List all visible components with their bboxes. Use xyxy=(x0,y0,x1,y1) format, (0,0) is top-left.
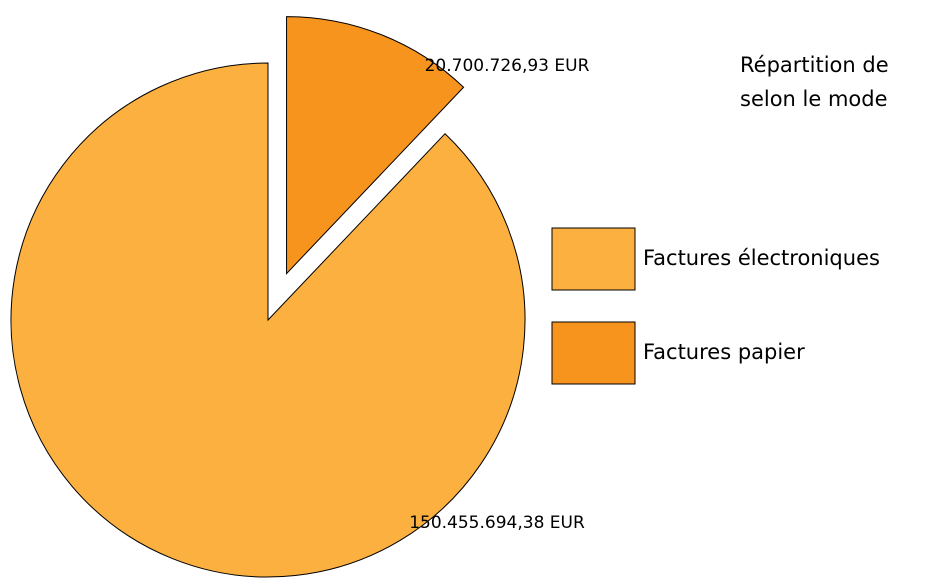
pie-slice xyxy=(286,16,465,275)
legend-label: Factures électroniques xyxy=(643,246,880,270)
pie-slice xyxy=(10,62,526,578)
legend-label: Factures papier xyxy=(643,340,805,364)
legend-swatch xyxy=(551,227,636,291)
data-label: 20.700.726,93 EUR xyxy=(425,56,590,76)
chart-title-line: selon le mode xyxy=(740,87,888,111)
data-label: 150.455.694,38 EUR xyxy=(409,513,585,533)
chart-title-line: Répartition de xyxy=(740,53,889,77)
legend-swatch xyxy=(551,321,636,385)
